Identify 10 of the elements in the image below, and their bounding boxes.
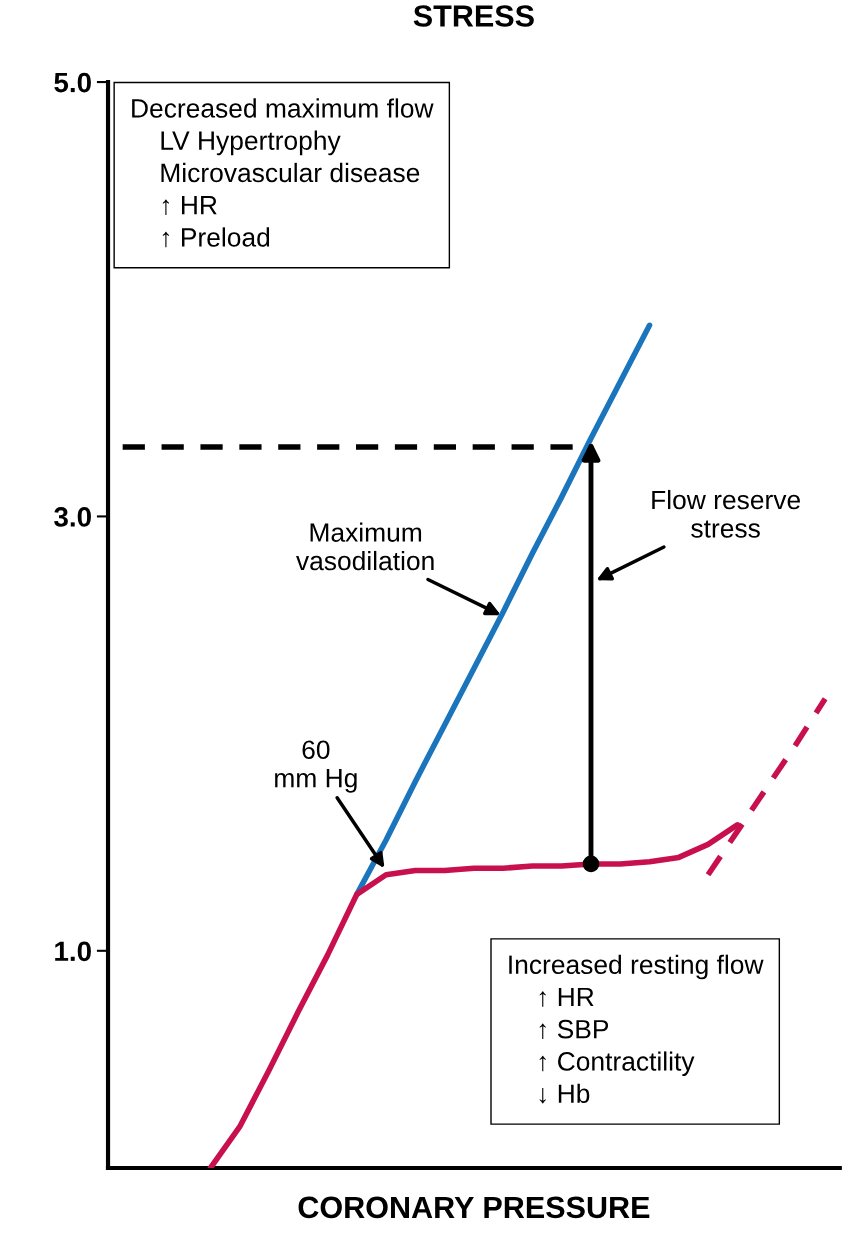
- annotation: Maximum vasodilation: [296, 522, 434, 571]
- y-tick-label: 1.0: [55, 941, 91, 962]
- chart-title: STRESS: [413, 5, 534, 27]
- annotation: Flow reserve stress: [652, 489, 800, 538]
- annotation: Increased resting flow ↑ HR ↑ SBP ↑ Contractility ↓ Hb: [509, 954, 764, 1104]
- y-tick-label: 3.0: [54, 507, 91, 527]
- annotation: Decreased maximum flow LV Hypertrophy Microvascular disease ↑ HR ↑ Preload: [132, 98, 434, 248]
- y-tick-label: 5.0: [54, 72, 91, 93]
- x-axis-title: CORONARY PRESSURE: [298, 1196, 650, 1219]
- annotation: 60 mm Hg: [275, 740, 357, 793]
